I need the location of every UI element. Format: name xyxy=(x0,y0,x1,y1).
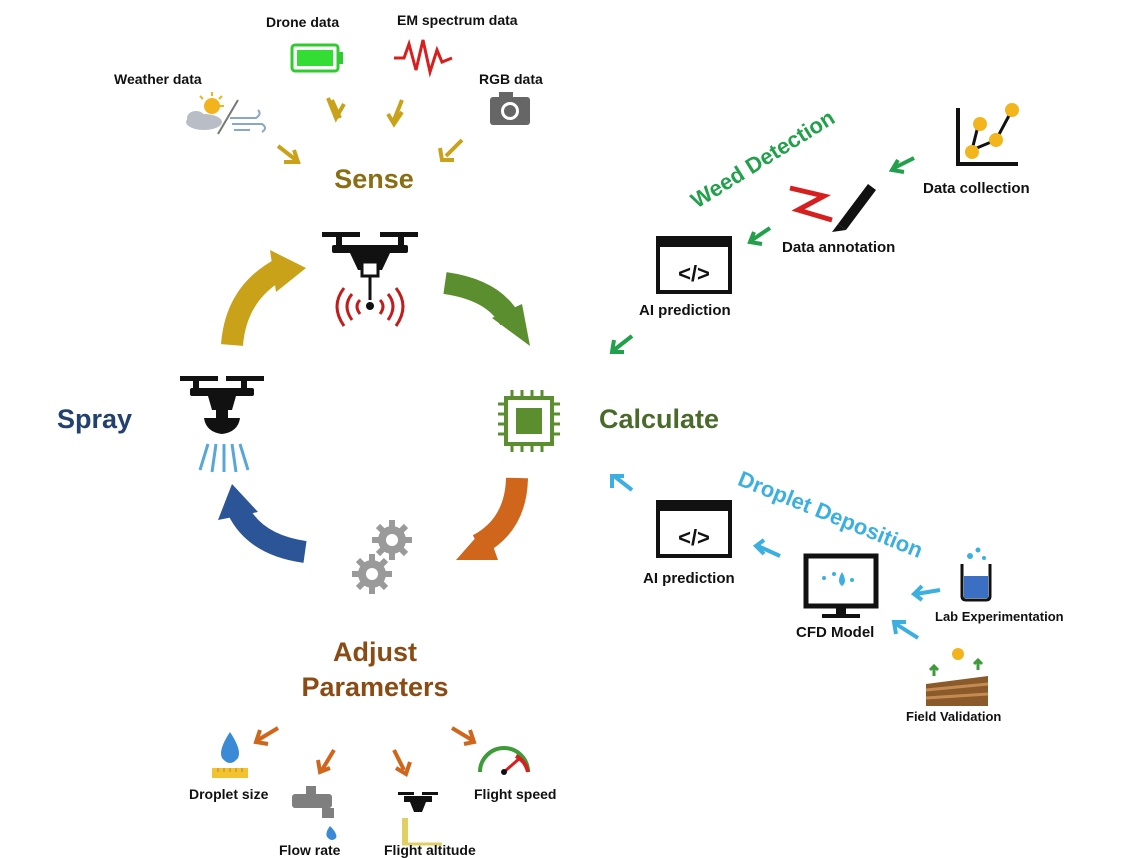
label-ai-prediction-droplet: AI prediction xyxy=(643,570,735,587)
water-drop-icon xyxy=(212,732,248,778)
sense-drone-icon xyxy=(322,232,418,310)
cycle-arrow-blue xyxy=(218,484,307,563)
em-spectrum-icon xyxy=(394,38,453,78)
label-drone-data: Drone data xyxy=(266,14,340,30)
altitude-drone-icon xyxy=(398,792,442,846)
monitor-icon xyxy=(803,553,879,618)
label-weather-data: Weather data xyxy=(114,71,202,87)
droplet-branch-arrows xyxy=(610,474,941,640)
stage-sense: Sense xyxy=(334,164,414,194)
data-collection-chart-icon xyxy=(956,103,1019,166)
adjust-line-2: Parameters xyxy=(301,672,449,702)
beaker-icon xyxy=(960,547,992,602)
label-em-spectrum-data: EM spectrum data xyxy=(397,12,518,28)
sense-input-arrows xyxy=(276,97,464,164)
adjust-line-1: Adjust xyxy=(332,637,417,667)
label-field-validation: Field Validation xyxy=(906,709,1002,724)
faucet-icon xyxy=(292,786,337,840)
cycle-arrow-orange xyxy=(456,477,528,560)
battery-icon xyxy=(290,43,343,73)
label-lab-experimentation: Lab Experimentation xyxy=(935,609,1064,624)
weed-branch-arrows xyxy=(609,156,915,354)
code-window-icon-droplet: </> xyxy=(656,500,732,558)
spray-drone-icon xyxy=(180,376,264,434)
label-data-collection: Data collection xyxy=(923,180,1030,197)
annotation-pen-icon xyxy=(789,184,876,232)
svg-text:</>: </> xyxy=(678,525,710,550)
label-flight-speed: Flight speed xyxy=(474,786,557,802)
cycle-arrow-green xyxy=(443,272,530,346)
label-ai-prediction-weed: AI prediction xyxy=(639,302,731,319)
signal-waves-icon xyxy=(335,287,405,327)
stage-adjust-parameters: Adjust Parameters xyxy=(301,635,448,705)
label-data-annotation: Data annotation xyxy=(782,239,896,256)
spray-stream-icon xyxy=(198,443,250,473)
label-rgb-data: RGB data xyxy=(479,71,543,87)
processor-chip-icon xyxy=(498,390,560,452)
field-icon xyxy=(925,648,989,706)
svg-text:</>: </> xyxy=(678,261,710,286)
speedometer-icon xyxy=(478,746,530,775)
code-window-icon-weed: </> xyxy=(656,236,732,294)
label-cfd-model: CFD Model xyxy=(796,624,875,641)
camera-icon xyxy=(490,92,530,125)
label-flight-altitude: Flight altitude xyxy=(384,842,476,858)
stage-spray: Spray xyxy=(57,404,133,434)
label-flow-rate: Flow rate xyxy=(279,842,341,858)
parameter-arrows xyxy=(253,726,477,777)
weather-icon xyxy=(186,92,266,135)
gears-icon xyxy=(352,520,412,594)
stage-calculate: Calculate xyxy=(599,404,720,434)
label-droplet-size: Droplet size xyxy=(189,786,269,802)
cycle-arrow-gold xyxy=(221,250,306,347)
